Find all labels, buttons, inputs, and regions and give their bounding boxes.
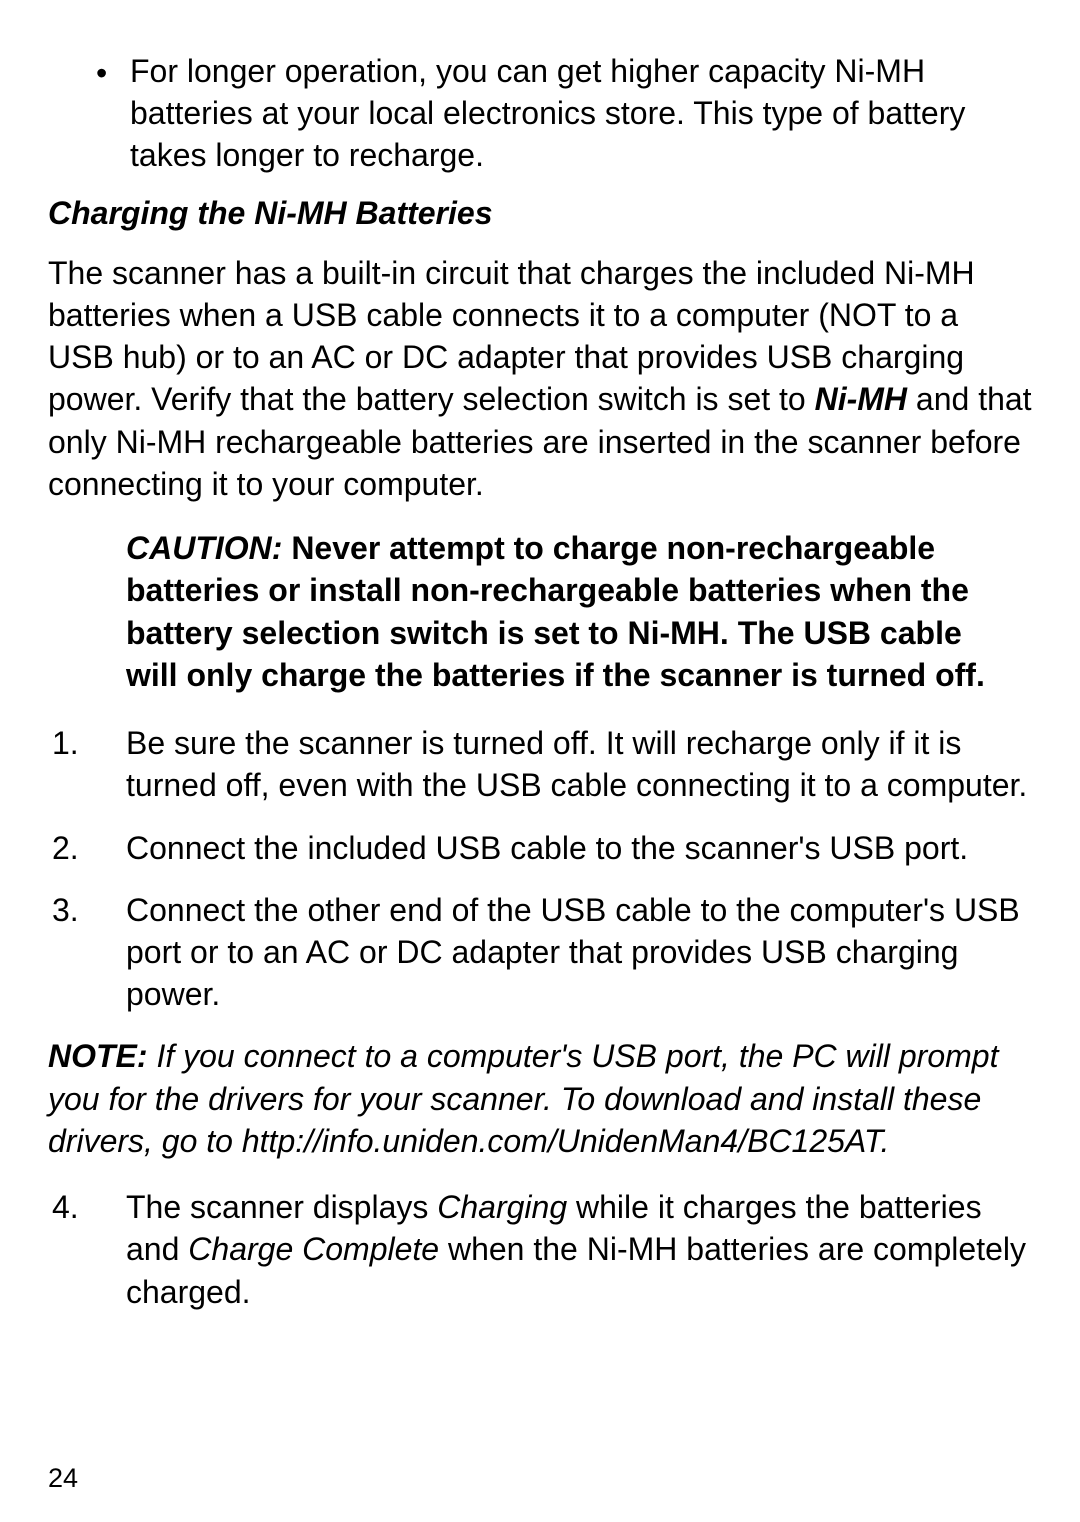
note-label: NOTE: bbox=[48, 1038, 156, 1074]
step-num: 2. bbox=[48, 827, 126, 869]
step-3: 3. Connect the other end of the USB cabl… bbox=[48, 889, 1032, 1016]
step4-charging: Charging bbox=[437, 1189, 567, 1225]
bullet-item: • For longer operation, you can get high… bbox=[96, 50, 1032, 177]
step-2: 2. Connect the included USB cable to the… bbox=[48, 827, 1032, 869]
step-num: 3. bbox=[48, 889, 126, 931]
manual-page: • For longer operation, you can get high… bbox=[0, 0, 1080, 1522]
bullet-dot-icon: • bbox=[96, 50, 130, 94]
bullet-list: • For longer operation, you can get high… bbox=[96, 50, 1032, 177]
intro-nimh: Ni-MH bbox=[815, 381, 907, 417]
page-number: 24 bbox=[48, 1463, 78, 1494]
step-num: 4. bbox=[48, 1186, 126, 1228]
step4-part1: The scanner displays bbox=[126, 1189, 437, 1225]
caution-block: CAUTION: Never attempt to charge non-rec… bbox=[126, 527, 1022, 696]
ordered-list-bottom: 4. The scanner displays Charging while i… bbox=[48, 1186, 1032, 1313]
note-text: If you connect to a computer's USB port,… bbox=[48, 1038, 998, 1158]
step-text: Be sure the scanner is turned off. It wi… bbox=[126, 722, 1032, 806]
note-paragraph: NOTE: If you connect to a computer's USB… bbox=[48, 1035, 1032, 1162]
caution-label: CAUTION: bbox=[126, 530, 291, 566]
step-text: Connect the other end of the USB cable t… bbox=[126, 889, 1032, 1016]
bullet-text: For longer operation, you can get higher… bbox=[130, 50, 1032, 177]
ordered-list-top: 1. Be sure the scanner is turned off. It… bbox=[48, 722, 1032, 1015]
section-heading: Charging the Ni-MH Batteries bbox=[48, 195, 1032, 232]
intro-paragraph: The scanner has a built-in circuit that … bbox=[48, 252, 1032, 505]
step-text: Connect the included USB cable to the sc… bbox=[126, 827, 1032, 869]
step-1: 1. Be sure the scanner is turned off. It… bbox=[48, 722, 1032, 806]
step-text: The scanner displays Charging while it c… bbox=[126, 1186, 1032, 1313]
step-4: 4. The scanner displays Charging while i… bbox=[48, 1186, 1032, 1313]
step4-complete: Charge Complete bbox=[188, 1231, 439, 1267]
step-num: 1. bbox=[48, 722, 126, 764]
